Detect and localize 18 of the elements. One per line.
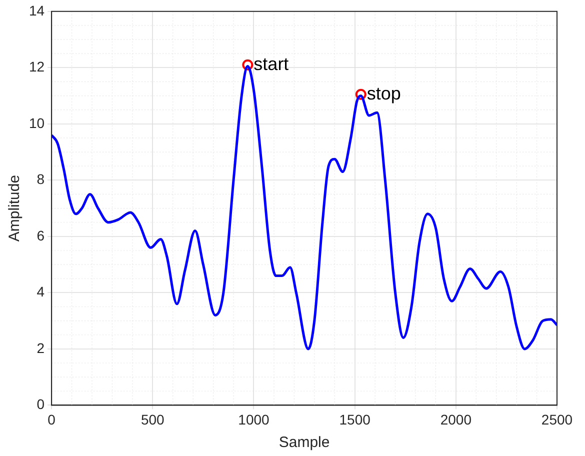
x-tick-label: 2000	[440, 411, 472, 428]
annotation: stop	[366, 83, 401, 104]
y-tick-label: 0	[36, 396, 45, 412]
y-tick-label: 2	[36, 340, 45, 356]
y-tick-label: 4	[36, 284, 45, 300]
annotation: start	[254, 54, 289, 74]
x-tick-label: 500	[140, 411, 165, 428]
y-tick-label: 6	[36, 227, 45, 244]
x-tick-label: 0	[48, 411, 56, 428]
y-axis-title: Amplitude	[6, 174, 24, 242]
y-tick-label: 12	[28, 58, 45, 75]
x-tick-label: 1500	[339, 411, 371, 428]
x-tick-label: 2500	[541, 411, 573, 428]
y-tick-label: 10	[28, 114, 45, 131]
x-axis-title: Sample	[278, 434, 330, 452]
x-tick-label: 1000	[238, 411, 270, 428]
y-tick-label: 14	[28, 2, 45, 18]
y-tick-label: 8	[36, 171, 45, 188]
